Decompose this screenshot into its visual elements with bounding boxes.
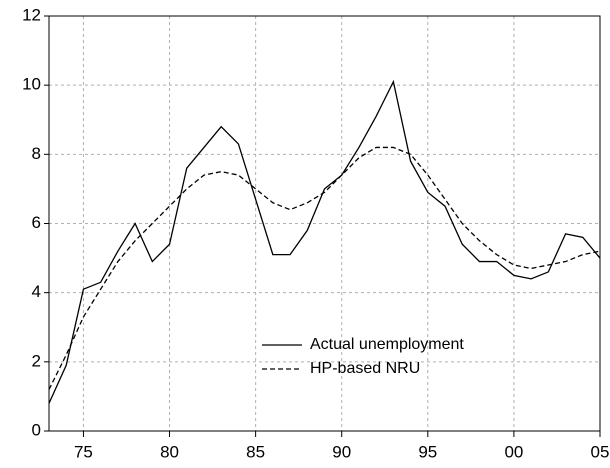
legend: Actual unemployment HP-based NRU bbox=[262, 336, 464, 377]
y-tick-label: 6 bbox=[32, 213, 41, 232]
y-tick-label: 10 bbox=[22, 75, 41, 94]
y-tick-label: 0 bbox=[32, 420, 41, 439]
data-line bbox=[48, 146, 601, 390]
x-tick-label: 95 bbox=[418, 442, 437, 461]
data-line bbox=[48, 79, 601, 404]
y-tick-label: 12 bbox=[22, 5, 41, 24]
legend-label: Actual unemployment bbox=[310, 336, 464, 353]
legend-label: HP-based NRU bbox=[310, 360, 420, 377]
x-tick-label: 80 bbox=[160, 442, 179, 461]
x-tick-label: 85 bbox=[246, 442, 265, 461]
x-tick-label: 00 bbox=[504, 442, 523, 461]
x-tick-label: 75 bbox=[74, 442, 93, 461]
y-tick-label: 8 bbox=[32, 144, 41, 163]
x-tick-label: 05 bbox=[591, 442, 610, 461]
y-tick-label: 2 bbox=[32, 351, 41, 370]
plot-frame bbox=[48, 15, 601, 432]
y-tick-label: 4 bbox=[32, 282, 41, 301]
x-tick-label: 90 bbox=[332, 442, 351, 461]
